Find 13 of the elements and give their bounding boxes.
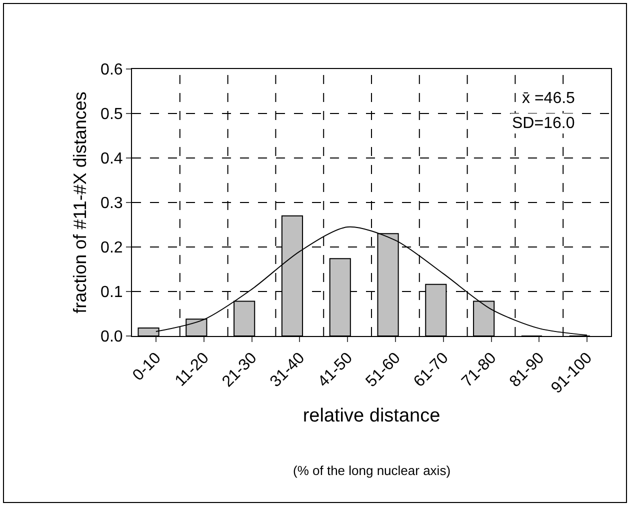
x-axis-title: relative distance xyxy=(302,406,440,427)
x-tick-label: 0-10 xyxy=(130,350,164,384)
y-tick-label: 0.4 xyxy=(100,150,123,168)
y-axis-title: fraction of #11-#X distances xyxy=(70,92,90,314)
y-tick-label: 0.1 xyxy=(100,284,123,302)
y-tick-label: 0.0 xyxy=(100,328,123,346)
y-tick-label: 0.6 xyxy=(100,62,123,79)
y-tick-label: 0.2 xyxy=(100,240,123,257)
annotation: SD=16.0 xyxy=(512,115,575,132)
text: (% of the long nuclear axis) xyxy=(293,463,451,478)
annotation: x̄ =46.5 xyxy=(522,90,576,107)
y-tick-label: 0.3 xyxy=(100,195,123,212)
y-tick-label: 0.5 xyxy=(100,106,123,124)
